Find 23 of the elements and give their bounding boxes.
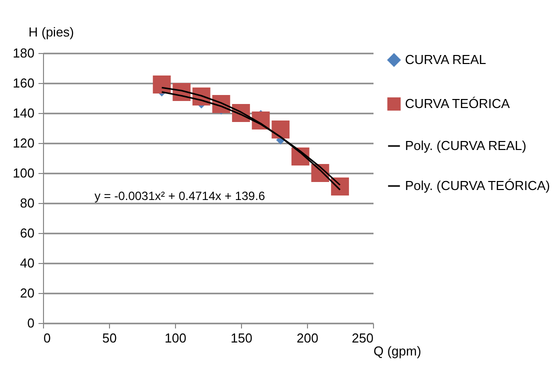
y-tick-label: 20: [20, 286, 34, 300]
legend-label: Poly. (CURVA REAL): [405, 138, 526, 153]
legend-label: Poly. (CURVA TEÓRICA): [405, 178, 550, 193]
y-tick-label: 80: [20, 196, 34, 210]
legend-label: CURVA REAL: [405, 52, 486, 67]
y-tick-label: 120: [12, 136, 34, 150]
y-tick-label: 180: [12, 46, 34, 60]
x-tick-label: 0: [44, 330, 51, 346]
annotation: y = -0.0031x² + 0.4714x + 139.6: [94, 189, 266, 203]
x-axis-title: Q (gpm): [374, 344, 422, 358]
y-tick-label: 40: [20, 256, 34, 270]
y-axis-title: H (pies): [28, 24, 74, 40]
x-tick-label: 50: [102, 330, 117, 346]
y-tick-label: 60: [20, 226, 34, 240]
y-tick-label: 0: [27, 316, 34, 330]
y-tick-label: 140: [12, 106, 34, 120]
x-tick-label: 150: [230, 330, 252, 346]
x-tick-label: 200: [296, 330, 318, 346]
legend-label: CURVA TEÓRICA: [405, 96, 510, 111]
x-tick-label: 100: [164, 330, 186, 346]
x-tick-label: 250: [352, 330, 374, 346]
y-tick-label: 160: [12, 76, 34, 90]
y-tick-label: 100: [12, 166, 34, 180]
